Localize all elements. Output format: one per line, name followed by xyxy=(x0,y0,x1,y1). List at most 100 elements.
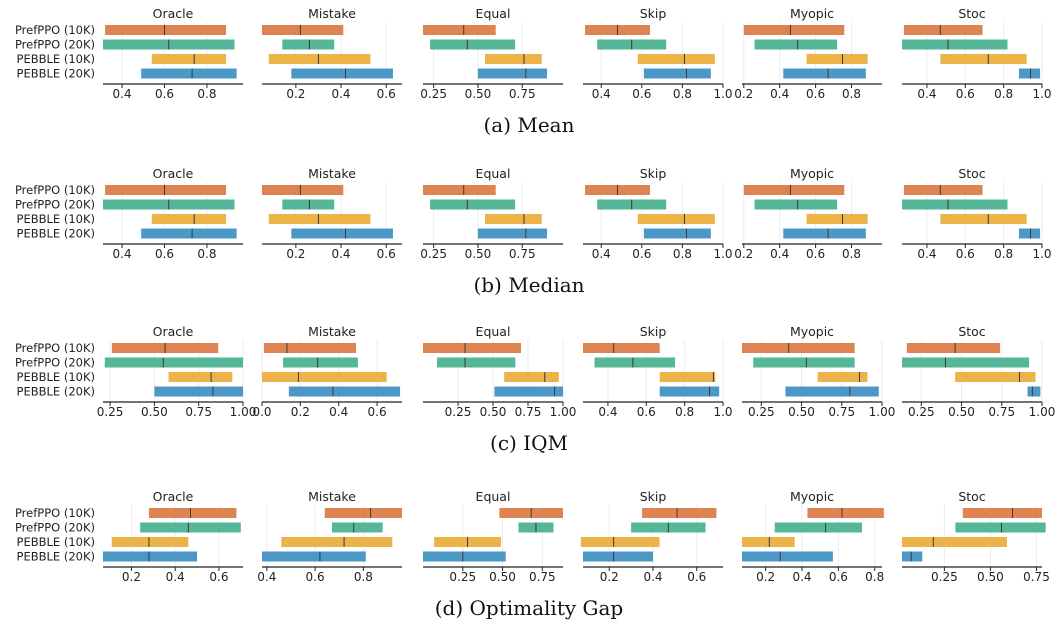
interval-bar xyxy=(105,185,227,195)
panel-title: Equal xyxy=(476,324,511,339)
interval-bar xyxy=(141,228,237,239)
x-tick-label: 0.75 xyxy=(509,87,536,101)
interval-bar xyxy=(423,343,521,353)
x-tick-label: 0.0 xyxy=(252,405,271,419)
interval-bar xyxy=(774,522,862,533)
x-tick-label: 0.2 xyxy=(286,247,305,261)
interval-bar xyxy=(902,39,1008,50)
x-tick-label: 0.6 xyxy=(377,247,396,261)
x-tick-label: 0.2 xyxy=(286,87,305,101)
x-tick-label: 0.4 xyxy=(113,247,132,261)
x-tick-label: 0.6 xyxy=(377,87,396,101)
x-tick-label: 0.8 xyxy=(197,87,216,101)
interval-bar xyxy=(807,508,884,518)
interval-bar xyxy=(494,386,563,397)
x-tick-label: 0.8 xyxy=(675,405,694,419)
x-tick-label: 0.2 xyxy=(756,570,775,584)
interval-bar xyxy=(583,343,660,353)
x-tick-label: 0.4 xyxy=(257,570,276,584)
interval-bar xyxy=(104,357,243,368)
x-tick-label: 0.25 xyxy=(445,405,472,419)
interval-bar xyxy=(437,357,516,368)
algorithm-label: PEBBLE (10K) xyxy=(17,52,95,66)
x-tick-label: 1.0 xyxy=(1032,247,1051,261)
interval-bar xyxy=(148,508,237,518)
x-tick-label: 0.6 xyxy=(306,570,325,584)
x-tick-label: 0.50 xyxy=(141,405,168,419)
interval-bar xyxy=(906,343,1001,353)
algorithm-label: PEBBLE (20K) xyxy=(17,385,95,399)
x-tick-label: 0.8 xyxy=(673,87,692,101)
x-tick-label: 0.4 xyxy=(592,247,611,261)
algorithm-label: PrefPPO (10K) xyxy=(15,506,95,520)
interval-bar xyxy=(262,551,366,562)
algorithm-label: PEBBLE (20K) xyxy=(17,227,95,241)
x-tick-label: 0.6 xyxy=(687,570,706,584)
interval-bar xyxy=(423,25,496,35)
x-tick-label: 0.6 xyxy=(806,247,825,261)
x-tick-label: 0.50 xyxy=(465,247,492,261)
x-tick-label: 0.6 xyxy=(829,570,848,584)
x-tick-label: 0.50 xyxy=(948,405,975,419)
x-tick-label: 0.75 xyxy=(515,405,542,419)
x-tick-label: 0.75 xyxy=(988,405,1015,419)
panel-title: Stoc xyxy=(958,166,985,181)
panel-title: Oracle xyxy=(153,6,194,21)
interval-bar xyxy=(282,39,335,50)
interval-bar xyxy=(281,537,393,547)
x-tick-label: 0.4 xyxy=(917,247,936,261)
x-tick-label: 1.0 xyxy=(713,87,732,101)
interval-bar xyxy=(268,54,371,64)
x-tick-label: 0.6 xyxy=(632,247,651,261)
algorithm-label: PEBBLE (10K) xyxy=(17,212,95,226)
interval-bar xyxy=(154,386,243,397)
interval-bar xyxy=(283,357,358,368)
algorithm-label: PrefPPO (10K) xyxy=(15,183,95,197)
interval-bar xyxy=(742,537,795,547)
x-tick-label: 0.4 xyxy=(331,247,350,261)
x-tick-label: 0.4 xyxy=(331,87,350,101)
interval-bar xyxy=(962,508,1042,518)
x-tick-label: 0.2 xyxy=(734,87,753,101)
panel-title: Stoc xyxy=(958,6,985,21)
interval-bar xyxy=(659,386,720,397)
interval-bar xyxy=(637,54,715,64)
interval-bar xyxy=(151,214,227,224)
x-tick-label: 0.8 xyxy=(865,570,884,584)
interval-bar xyxy=(423,551,506,562)
subfigure-caption: (a) Mean xyxy=(483,113,574,137)
x-tick-label: 0.4 xyxy=(329,405,348,419)
interval-bar xyxy=(743,25,845,35)
algorithm-label: PEBBLE (10K) xyxy=(17,370,95,384)
x-tick-label: 0.25 xyxy=(449,570,476,584)
x-tick-label: 0.2 xyxy=(600,570,619,584)
interval-bar xyxy=(288,386,401,397)
interval-bar xyxy=(903,25,983,35)
x-tick-label: 0.6 xyxy=(209,570,228,584)
interval-bar xyxy=(151,54,227,64)
algorithm-label: PrefPPO (20K) xyxy=(15,356,95,370)
panel-title: Mistake xyxy=(308,324,356,339)
x-tick-label: 1.0 xyxy=(1032,87,1051,101)
x-tick-label: 0.8 xyxy=(994,87,1013,101)
x-tick-label: 0.75 xyxy=(509,247,536,261)
x-tick-label: 0.6 xyxy=(637,405,656,419)
x-tick-label: 0.4 xyxy=(598,405,617,419)
interval-bar xyxy=(262,25,344,35)
interval-bar xyxy=(902,537,1007,547)
interval-bar xyxy=(903,185,983,195)
algorithm-label: PrefPPO (20K) xyxy=(15,38,95,52)
panel-title: Oracle xyxy=(153,166,194,181)
x-tick-label: 0.6 xyxy=(155,247,174,261)
x-tick-label: 0.4 xyxy=(770,247,789,261)
x-tick-label: 0.4 xyxy=(592,87,611,101)
interval-bar xyxy=(753,357,855,368)
panel-title: Myopic xyxy=(790,166,834,181)
subfigure-caption: (d) Optimality Gap xyxy=(435,596,623,620)
x-tick-label: 0.50 xyxy=(465,87,492,101)
subfigure-caption: (b) Median xyxy=(473,273,584,297)
x-tick-label: 0.2 xyxy=(122,570,141,584)
interval-bar xyxy=(430,39,516,50)
panel-title: Myopic xyxy=(790,324,834,339)
x-tick-label: 0.25 xyxy=(908,405,935,419)
